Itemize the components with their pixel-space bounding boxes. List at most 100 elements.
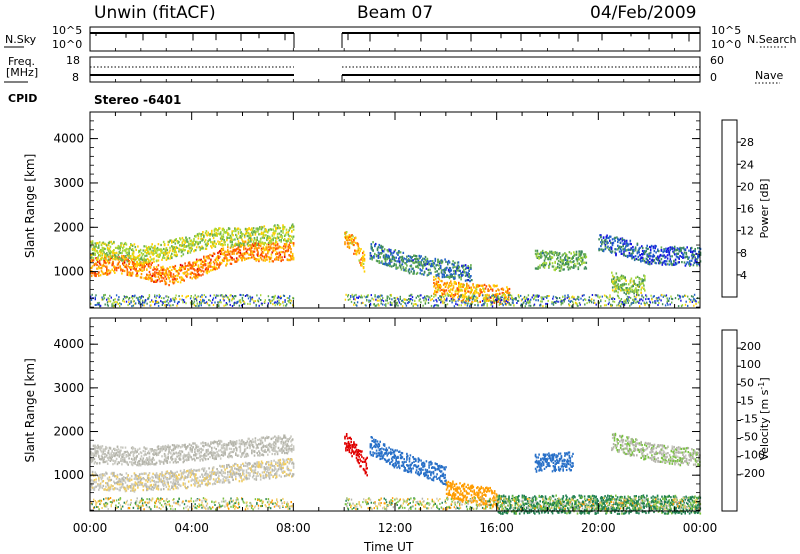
echo-cell (251, 238, 253, 241)
echo-cell (507, 298, 510, 301)
date-title: 04/Feb/2009 (590, 3, 697, 23)
echo-cell (640, 282, 642, 285)
echo-cell (115, 451, 118, 455)
echo-cell (491, 293, 494, 296)
echo-cell (683, 261, 686, 264)
echo-cell (152, 251, 154, 254)
echo-cell (443, 275, 445, 278)
echo-cell (150, 258, 153, 261)
echo-cell (146, 462, 148, 465)
echo-cell (570, 300, 572, 302)
echo-cell (643, 284, 645, 287)
echo-cell (161, 449, 163, 452)
echo-cell (280, 240, 282, 243)
echo-cell (634, 288, 636, 291)
echo-cell (382, 300, 385, 303)
echo-cell (237, 247, 240, 250)
echo-cell (460, 304, 462, 307)
echo-cell (276, 244, 279, 247)
echo-cell (675, 262, 678, 265)
echo-cell (572, 256, 574, 259)
echo-cell (98, 241, 101, 244)
echo-cell (275, 247, 278, 250)
echo-cell (187, 295, 189, 297)
echo-cell (355, 303, 357, 306)
echo-cell (138, 460, 141, 463)
echo-cell (108, 241, 111, 244)
echo-cell (164, 248, 167, 251)
echo-cell (270, 300, 272, 303)
echo-cell (356, 242, 359, 245)
echo-cell (489, 285, 491, 288)
echo-cell (600, 235, 602, 238)
echo-cell (691, 257, 694, 260)
echo-cell (229, 246, 232, 249)
echo-cell (678, 247, 680, 250)
echo-cell (153, 260, 155, 263)
echo-cell (272, 237, 274, 240)
echo-cell (549, 258, 552, 261)
echo-cell (195, 263, 197, 266)
echo-cell (95, 445, 97, 448)
echo-cell (153, 257, 155, 260)
echo-cell (434, 282, 436, 285)
echo-cell (193, 250, 195, 253)
echo-cell (452, 294, 455, 297)
echo-cell (573, 296, 575, 299)
echo-cell (600, 305, 602, 308)
echo-cell (414, 254, 416, 257)
echo-cell (272, 246, 274, 249)
echo-cell (151, 275, 153, 278)
echo-cell (287, 245, 290, 248)
echo-cell (146, 251, 149, 254)
echo-cell (106, 273, 108, 276)
echo-cell (565, 262, 567, 265)
echo-cell (248, 244, 250, 247)
echo-cell (481, 300, 484, 302)
echo-cell (167, 445, 169, 448)
echo-cell (450, 288, 452, 291)
echo-cell (210, 232, 212, 235)
echo-cell (497, 299, 499, 302)
echo-cell (217, 240, 219, 243)
echo-cell (418, 264, 421, 267)
echo-cell (452, 285, 455, 288)
echo-cell (284, 301, 286, 303)
echo-cell (290, 299, 292, 302)
echo-cell (180, 255, 183, 258)
echo-cell (237, 232, 240, 235)
echo-cell (219, 262, 222, 265)
echo-cell (120, 245, 122, 248)
echo-cell (135, 269, 137, 272)
echo-cell (218, 266, 220, 269)
echo-cell (643, 287, 645, 290)
echo-cell (490, 301, 492, 304)
echo-cell (689, 259, 691, 262)
echo-cell (567, 294, 569, 297)
echo-cell (213, 232, 216, 235)
echo-cell (366, 299, 368, 302)
echo-cell (617, 247, 620, 250)
echo-cell (103, 457, 105, 460)
echo-cell (223, 259, 225, 262)
echo-cell (229, 255, 232, 258)
echo-cell (287, 233, 290, 236)
echo-cell (160, 266, 162, 269)
echo-cell (415, 272, 418, 275)
echo-cell (167, 254, 169, 257)
echo-cell (195, 273, 197, 276)
echo-cell (616, 275, 618, 279)
echo-cell (140, 262, 143, 265)
echo-cell (190, 265, 193, 268)
echo-cell (356, 301, 359, 304)
echo-cell (647, 255, 649, 258)
echo-cell (435, 304, 437, 306)
echo-cell (285, 231, 288, 234)
echo-cell (127, 254, 129, 258)
echo-cell (282, 231, 284, 234)
echo-cell (272, 260, 274, 263)
echo-cell (504, 295, 507, 298)
echo-cell (238, 299, 241, 302)
echo-cell (579, 253, 581, 257)
echo-cell (504, 296, 506, 299)
